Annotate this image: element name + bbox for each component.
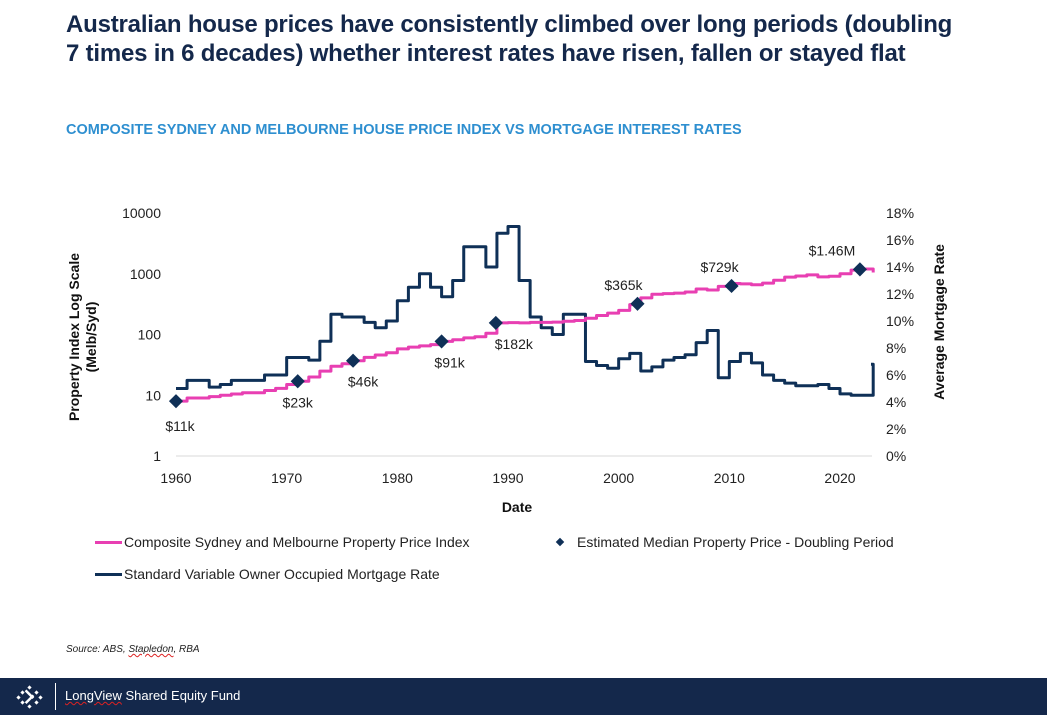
doubling-marker <box>168 394 184 409</box>
y-tick-label: 100 <box>138 327 162 343</box>
brand-name: LongView Shared Equity Fund <box>65 688 240 703</box>
doubling-label: $23k <box>283 394 314 410</box>
legend-item-mortgage-rate: Standard Variable Owner Occupied Mortgag… <box>95 566 440 582</box>
legend-label: Standard Variable Owner Occupied Mortgag… <box>124 566 440 582</box>
y2-tick-label: 10% <box>886 313 914 329</box>
x-tick-label: 1980 <box>382 470 413 486</box>
doubling-marker <box>724 278 739 294</box>
doubling-label: $91k <box>434 354 465 370</box>
y2-tick-label: 0% <box>886 448 906 464</box>
doubling-marker <box>630 296 645 311</box>
legend-swatch-navy-line <box>95 572 122 576</box>
page-title: Australian house prices have consistentl… <box>66 11 953 67</box>
source-suffix: , RBA <box>173 644 200 655</box>
doubling-label: $729k <box>700 259 739 275</box>
legend-swatch-diamond-icon <box>555 537 565 547</box>
chart-subtitle: COMPOSITE SYDNEY AND MELBOURNE HOUSE PRI… <box>66 122 742 138</box>
doubling-label: $46k <box>348 374 379 390</box>
x-axis-title: Date <box>502 499 533 515</box>
y-axis-title-line1: Property Index Log Scale <box>66 253 82 421</box>
y2-tick-label: 6% <box>886 367 906 383</box>
y-axis-title-line2: (Melb/Syd) <box>83 302 99 373</box>
x-tick-label: 2020 <box>824 470 855 486</box>
y2-axis-title: Average Mortgage Rate <box>931 244 947 400</box>
y-tick-label: 10000 <box>122 205 161 221</box>
doubling-marker <box>290 374 305 389</box>
y2-tick-label: 8% <box>886 340 906 356</box>
y2-tick-label: 4% <box>886 394 906 410</box>
x-tick-label: 1970 <box>271 470 302 486</box>
x-tick-label: 1960 <box>160 470 191 486</box>
doubling-marker <box>488 315 503 331</box>
series-line-mortgage-rate <box>176 225 875 397</box>
doubling-label: $365k <box>604 277 643 293</box>
longview-logo-icon <box>16 685 43 709</box>
footer-divider <box>55 683 56 710</box>
source-note: Source: ABS, Stapledon, RBA <box>66 644 200 655</box>
x-tick-label: 2010 <box>714 470 745 486</box>
y-tick-label: 10 <box>145 387 161 403</box>
source-name: Stapledon <box>128 644 174 655</box>
brand-name-rest: Shared Equity Fund <box>121 688 241 703</box>
brand-name-primary: LongView <box>65 688 122 703</box>
chart: 10000 1000 100 10 1 18% 16% 14% 12% 10% 8% 6% 4% 2% 0… <box>66 205 947 515</box>
legend-swatch-pink-line <box>95 540 122 544</box>
legend-item-doubling-period: Estimated Median Property Price - Doubli… <box>553 534 894 550</box>
y-tick-label: 1000 <box>130 266 161 282</box>
doubling-label: $11k <box>165 418 195 434</box>
x-tick-label: 1990 <box>492 470 523 486</box>
doubling-marker <box>345 353 361 368</box>
y2-tick-label: 14% <box>886 259 914 275</box>
legend-item-property-index: Composite Sydney and Melbourne Property … <box>95 534 470 550</box>
y2-tick-label: 12% <box>886 286 914 302</box>
y-tick-label: 1 <box>153 448 161 464</box>
doubling-marker <box>852 262 867 277</box>
y2-tick-label: 16% <box>886 232 914 248</box>
legend-label: Composite Sydney and Melbourne Property … <box>124 534 470 550</box>
footer-bar: LongView Shared Equity Fund <box>0 678 1047 715</box>
source-prefix: Source: ABS, <box>66 644 129 655</box>
x-tick-label: 2000 <box>603 470 634 486</box>
doubling-label: $182k <box>495 336 534 352</box>
legend-label: Estimated Median Property Price - Doubli… <box>577 534 894 550</box>
doubling-label: $1.46M <box>809 242 856 258</box>
y2-tick-label: 2% <box>886 421 906 437</box>
doubling-marker <box>434 334 449 349</box>
y2-tick-label: 18% <box>886 205 914 221</box>
